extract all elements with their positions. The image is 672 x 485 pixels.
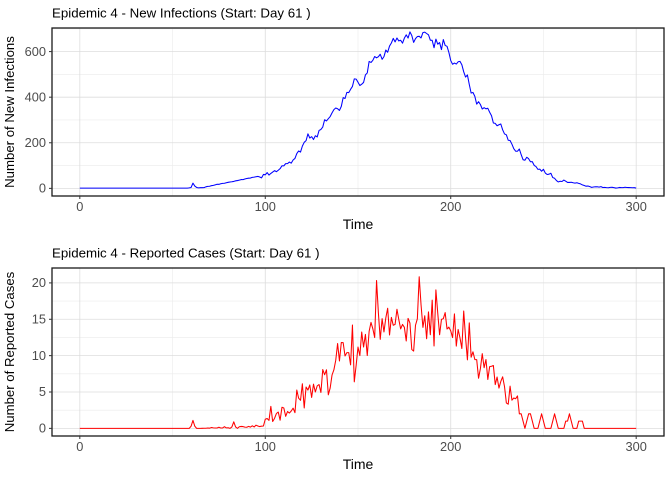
svg-text:Number of New Infections: Number of New Infections xyxy=(2,36,17,188)
svg-text:300: 300 xyxy=(626,199,647,214)
svg-text:15: 15 xyxy=(32,311,46,326)
svg-text:0: 0 xyxy=(39,421,46,436)
svg-text:5: 5 xyxy=(39,384,46,399)
svg-text:100: 100 xyxy=(255,439,276,454)
svg-text:200: 200 xyxy=(440,199,461,214)
svg-text:0: 0 xyxy=(39,181,46,196)
svg-text:200: 200 xyxy=(440,439,461,454)
svg-text:20: 20 xyxy=(32,275,46,290)
svg-text:Time: Time xyxy=(343,456,374,472)
svg-text:Time: Time xyxy=(343,216,374,232)
svg-text:Epidemic 4 - New Infections (S: Epidemic 4 - New Infections (Start: Day … xyxy=(52,6,311,21)
svg-text:0: 0 xyxy=(76,439,83,454)
svg-text:Number of Reported Cases: Number of Reported Cases xyxy=(2,271,17,432)
svg-text:600: 600 xyxy=(25,44,46,59)
svg-text:300: 300 xyxy=(626,439,647,454)
svg-text:100: 100 xyxy=(255,199,276,214)
svg-text:Epidemic 4 - Reported Cases (S: Epidemic 4 - Reported Cases (Start: Day … xyxy=(52,246,320,261)
svg-text:400: 400 xyxy=(25,89,46,104)
svg-text:10: 10 xyxy=(32,348,46,363)
svg-text:200: 200 xyxy=(25,135,46,150)
svg-text:0: 0 xyxy=(76,199,83,214)
